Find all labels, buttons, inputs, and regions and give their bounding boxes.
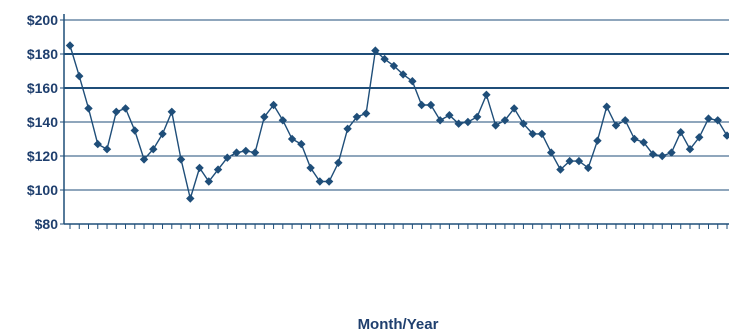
data-point <box>574 156 584 166</box>
data-point <box>648 150 658 159</box>
y-tick-labels: $80 $100 $120 $140 $160 $180 $200 <box>27 12 58 232</box>
data-point <box>463 117 473 127</box>
data-point <box>334 158 343 167</box>
data-point <box>417 100 426 110</box>
data-point <box>158 129 167 139</box>
data-point <box>482 90 491 99</box>
data-point <box>149 145 158 154</box>
y-tick-label-100: $100 <box>27 182 58 198</box>
data-point <box>602 102 611 111</box>
data-point <box>445 111 454 120</box>
data-point <box>583 163 593 173</box>
data-point <box>546 148 556 157</box>
y-tick-label-180: $180 <box>27 46 58 62</box>
data-point <box>556 165 565 174</box>
data-point <box>509 104 519 113</box>
gridlines <box>64 19 729 191</box>
data-point <box>639 138 648 147</box>
data-point <box>398 70 408 79</box>
y-tick-label-160: $160 <box>27 80 58 96</box>
y-tick-label-80: $80 <box>35 216 59 232</box>
data-point <box>241 146 251 156</box>
y-tick-label-140: $140 <box>27 114 58 130</box>
data-point <box>306 163 315 173</box>
y-tick-label-200: $200 <box>27 12 58 28</box>
data-point <box>713 116 722 125</box>
data-point <box>65 41 75 50</box>
data-point <box>537 129 547 139</box>
data-point <box>167 107 176 116</box>
data-point <box>454 119 463 128</box>
x-axis-title: Month/Year <box>358 316 439 332</box>
data-point <box>186 194 195 203</box>
data-point <box>500 116 510 125</box>
data-point <box>93 139 102 149</box>
data-point <box>130 126 139 135</box>
data-point <box>260 112 269 122</box>
data-point <box>389 61 399 71</box>
data-point <box>315 177 325 186</box>
y-axis <box>60 14 65 225</box>
data-point <box>611 121 621 130</box>
data-point <box>380 54 389 64</box>
data-point <box>593 136 602 145</box>
data-point <box>269 100 278 110</box>
data-point <box>213 165 223 174</box>
data-point <box>630 134 639 144</box>
data-point <box>685 145 695 154</box>
data-point <box>112 107 121 116</box>
data-point <box>352 112 362 122</box>
data-point <box>408 77 417 86</box>
data-point <box>704 114 713 123</box>
data-point <box>204 177 214 186</box>
data-point <box>195 163 204 173</box>
data-point <box>695 133 704 142</box>
data-point <box>472 112 482 122</box>
y-tick-label-120: $120 <box>27 148 58 164</box>
data-point <box>361 109 371 118</box>
data-point <box>667 148 676 157</box>
x-axis <box>64 223 729 229</box>
data-point <box>676 128 685 137</box>
data-point <box>232 148 241 157</box>
data-point <box>435 116 445 125</box>
data-point <box>139 155 149 164</box>
data-point <box>223 153 232 162</box>
data-point <box>371 46 380 55</box>
data-point <box>84 104 93 113</box>
data-point <box>287 134 297 144</box>
data-point <box>658 151 667 161</box>
series-price <box>65 41 729 203</box>
data-point <box>621 116 630 125</box>
data-point <box>491 121 500 130</box>
data-point <box>722 131 729 140</box>
data-point <box>250 148 260 157</box>
data-point <box>297 139 306 149</box>
data-point <box>121 104 130 113</box>
data-point <box>324 177 334 186</box>
data-point <box>75 71 84 81</box>
data-point <box>102 145 112 154</box>
data-point <box>426 100 436 110</box>
data-point <box>565 156 574 166</box>
data-point <box>519 119 528 128</box>
data-point <box>278 116 288 125</box>
data-point <box>343 124 352 133</box>
data-point <box>176 155 186 164</box>
data-point <box>528 129 537 139</box>
